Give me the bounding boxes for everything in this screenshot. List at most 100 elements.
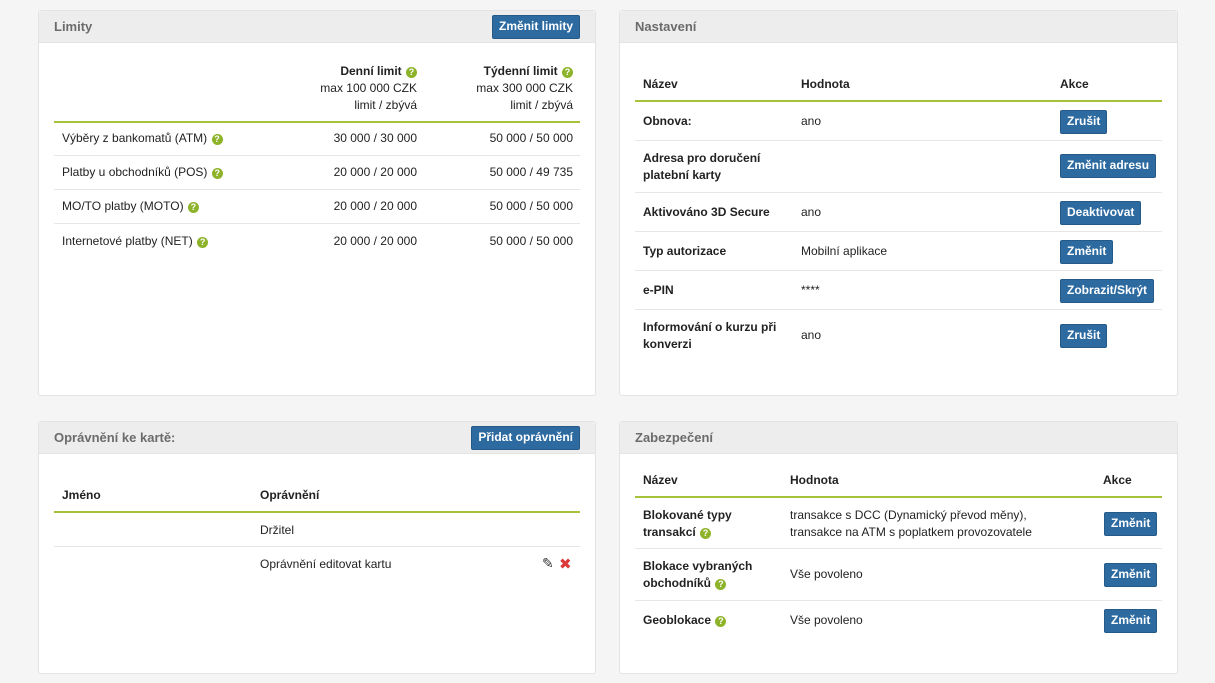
setting-value: **** <box>801 283 820 297</box>
column-header-action: Akce <box>1060 77 1089 91</box>
daily-limit-header: Denní limit ? max 100 000 CZK limit / zb… <box>320 63 417 114</box>
help-icon[interactable]: ? <box>562 67 573 78</box>
help-icon[interactable]: ? <box>715 579 727 590</box>
row-divider <box>635 270 1162 271</box>
security-panel-title: Zabezpečení <box>635 430 714 445</box>
permissions-panel: Oprávnění ke kartě: Přidat oprávnění Jmé… <box>38 421 596 674</box>
security-name-text: Geoblokace <box>643 613 712 627</box>
daily-limit-sub: limit / zbývá <box>354 98 417 112</box>
setting-name: Adresa pro doručení platební karty <box>643 151 761 182</box>
limit-row-weekly: 50 000 / 50 000 <box>489 234 573 248</box>
help-icon[interactable]: ? <box>700 528 712 539</box>
permission-row-value: Držitel <box>260 523 295 537</box>
table-divider <box>54 511 580 513</box>
help-icon[interactable]: ? <box>197 237 209 248</box>
help-icon[interactable]: ? <box>211 134 223 145</box>
show-hide-epin-button[interactable]: Zobrazit/Skrýt <box>1060 279 1155 303</box>
column-header-action: Akce <box>1103 473 1132 487</box>
cancel-renewal-button[interactable]: Zrušit <box>1060 110 1108 134</box>
help-icon[interactable]: ? <box>211 168 223 179</box>
security-row-value: transakce s DCC (Dynamický převod měny),… <box>790 508 1032 539</box>
limit-row-label: MO/TO platby (MOTO) <box>62 199 184 213</box>
table-divider <box>54 121 580 123</box>
security-row-name: Blokované typy transakcí ? <box>643 507 753 541</box>
limit-row-weekly: 50 000 / 49 735 <box>489 165 573 179</box>
limit-row-label: Internetové platby (NET) <box>62 234 193 248</box>
row-divider <box>635 309 1162 310</box>
permission-row-value: Oprávnění editovat kartu <box>260 557 392 571</box>
security-panel-header: Zabezpečení <box>620 422 1177 454</box>
setting-value: Mobilní aplikace <box>801 244 888 258</box>
setting-name: e-PIN <box>643 283 674 297</box>
limit-row-daily: 20 000 / 20 000 <box>333 234 417 248</box>
row-divider <box>635 548 1162 549</box>
setting-value: ano <box>801 328 822 342</box>
row-divider <box>54 155 580 156</box>
limit-row-daily: 20 000 / 20 000 <box>333 199 417 213</box>
row-divider <box>635 192 1162 193</box>
change-limits-button[interactable]: Změnit limity <box>491 15 580 39</box>
table-divider <box>635 100 1162 102</box>
change-merchant-block-button[interactable]: Změnit <box>1104 563 1158 587</box>
permissions-panel-header: Oprávnění ke kartě: Přidat oprávnění <box>39 422 595 454</box>
limit-row-weekly: 50 000 / 50 000 <box>489 131 573 145</box>
daily-limit-max: max 100 000 CZK <box>320 81 417 95</box>
help-icon[interactable]: ? <box>406 67 417 78</box>
security-name-text: Blokace vybraných obchodníků <box>643 559 753 590</box>
edit-pencil-icon[interactable]: ✎ <box>542 555 554 571</box>
security-name-text: Blokované typy transakcí <box>643 508 732 539</box>
table-row: MO/TO platby (MOTO) ? <box>62 199 199 213</box>
deactivate-3ds-button[interactable]: Deaktivovat <box>1060 201 1142 225</box>
table-row: Výběry z bankomatů (ATM) ? <box>62 131 223 145</box>
change-geoblocking-button[interactable]: Změnit <box>1104 609 1158 633</box>
setting-value: ano <box>801 205 822 219</box>
limit-row-daily: 30 000 / 30 000 <box>333 131 417 145</box>
security-row-name: Blokace vybraných obchodníků ? <box>643 558 763 592</box>
row-divider <box>635 140 1162 141</box>
settings-panel-header: Nastavení <box>620 11 1177 43</box>
table-divider <box>635 496 1162 498</box>
limits-panel-title: Limity <box>54 19 93 34</box>
permissions-panel-title: Oprávnění ke kartě: <box>54 430 176 445</box>
limit-row-weekly: 50 000 / 50 000 <box>489 199 573 213</box>
column-header-value: Hodnota <box>790 473 839 487</box>
security-panel: Zabezpečení Název Hodnota Akce Blokované… <box>619 421 1178 674</box>
row-divider <box>635 231 1162 232</box>
row-divider <box>54 223 580 224</box>
setting-name: Typ autorizace <box>643 244 727 258</box>
table-row: Platby u obchodníků (POS) ? <box>62 165 223 179</box>
row-divider <box>54 546 580 547</box>
add-permission-button[interactable]: Přidat oprávnění <box>471 426 580 450</box>
change-address-button[interactable]: Změnit adresu <box>1060 154 1157 178</box>
security-row-value: Vše povoleno <box>790 613 863 627</box>
weekly-limit-sub: limit / zbývá <box>510 98 573 112</box>
setting-name: Informování o kurzu při konverzi <box>643 320 777 351</box>
daily-limit-title: Denní limit <box>340 64 402 78</box>
limit-row-label: Výběry z bankomatů (ATM) <box>62 131 208 145</box>
row-divider <box>635 600 1162 601</box>
settings-panel: Nastavení Název Hodnota Akce Obnova: ano… <box>619 10 1178 396</box>
change-blocked-types-button[interactable]: Změnit <box>1104 512 1158 536</box>
setting-value: ano <box>801 114 822 128</box>
help-icon[interactable]: ? <box>715 616 727 627</box>
weekly-limit-title: Týdenní limit <box>483 64 558 78</box>
column-header-value: Hodnota <box>801 77 850 91</box>
limits-panel: Limity Změnit limity Denní limit ? max 1… <box>38 10 596 396</box>
column-header-name: Název <box>643 473 678 487</box>
delete-icon[interactable]: ✖ <box>559 556 572 573</box>
weekly-limit-header: Týdenní limit ? max 300 000 CZK limit / … <box>476 63 573 114</box>
limits-panel-header: Limity Změnit limity <box>39 11 595 43</box>
limit-row-label: Platby u obchodníků (POS) <box>62 165 208 179</box>
row-divider <box>54 189 580 190</box>
help-icon[interactable]: ? <box>187 202 199 213</box>
security-row-value: Vše povoleno <box>790 567 863 581</box>
table-row: Internetové platby (NET) ? <box>62 234 209 248</box>
column-header-permission: Oprávnění <box>260 488 320 502</box>
weekly-limit-max: max 300 000 CZK <box>476 81 573 95</box>
limit-row-daily: 20 000 / 20 000 <box>333 165 417 179</box>
setting-name: Aktivováno 3D Secure <box>643 205 770 219</box>
setting-name: Obnova: <box>643 114 692 128</box>
cancel-conversion-info-button[interactable]: Zrušit <box>1060 324 1108 348</box>
change-authorization-button[interactable]: Změnit <box>1060 240 1114 264</box>
security-row-name: Geoblokace ? <box>643 613 727 627</box>
